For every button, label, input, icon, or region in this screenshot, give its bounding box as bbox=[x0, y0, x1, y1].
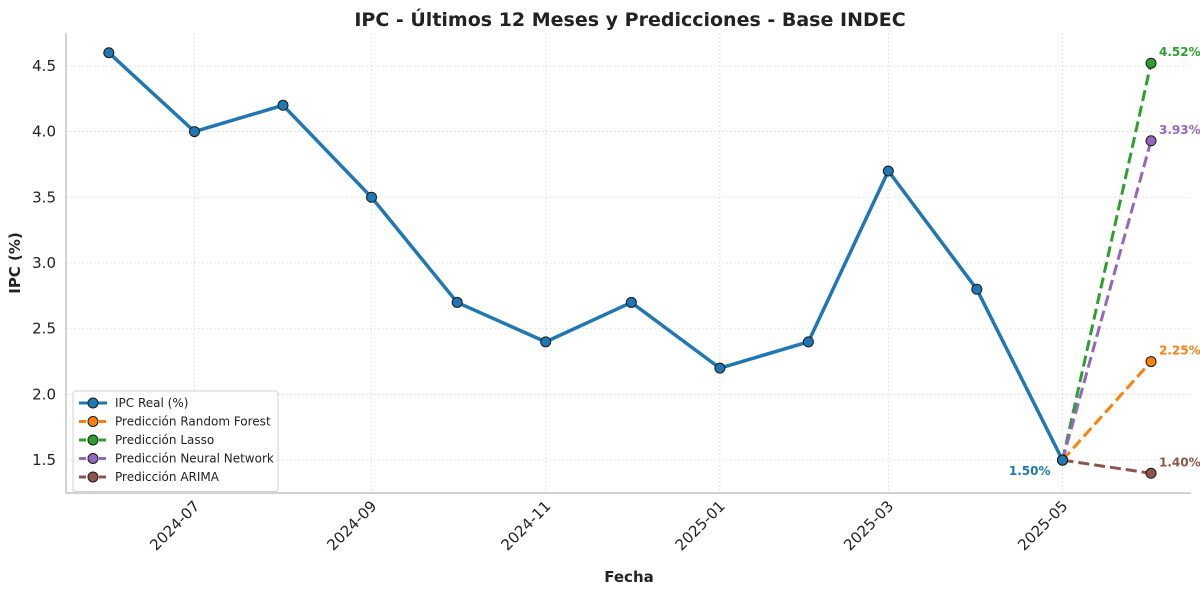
value-annotation: 2.25% bbox=[1159, 344, 1200, 358]
legend: IPC Real (%) Predicción Random Forest Pred… bbox=[72, 390, 279, 492]
legend-box bbox=[72, 390, 279, 492]
data-point bbox=[625, 296, 637, 308]
data-point bbox=[714, 362, 726, 374]
legend-marker bbox=[87, 397, 99, 409]
y-tick-label: 3.5 bbox=[32, 188, 56, 206]
data-point bbox=[1145, 356, 1157, 368]
x-axis-label: Fecha bbox=[604, 568, 654, 586]
y-tick-label: 1.5 bbox=[32, 451, 56, 469]
data-point bbox=[540, 336, 552, 348]
y-axis-label: IPC (%) bbox=[6, 232, 24, 294]
legend-entry-label: Predicción Lasso bbox=[115, 433, 214, 447]
axes-spines bbox=[65, 33, 1191, 494]
data-point bbox=[802, 336, 814, 348]
y-tick-label: 2.5 bbox=[32, 320, 56, 338]
value-annotation: 3.93% bbox=[1159, 123, 1200, 137]
y-tick-label: 4.5 bbox=[32, 57, 56, 75]
x-tick-label: 2025-01 bbox=[672, 497, 729, 554]
data-point bbox=[1145, 467, 1157, 479]
legend-marker bbox=[87, 434, 99, 446]
x-tick-label: 2024-11 bbox=[497, 497, 554, 554]
legend-entry-label: Predicción Random Forest bbox=[115, 415, 271, 429]
annotations: 1.50% 4.52% 3.93% 2.25% 1.40% bbox=[1009, 45, 1200, 478]
legend-marker bbox=[87, 416, 99, 427]
value-annotation: 4.52% bbox=[1159, 45, 1200, 59]
series-line bbox=[1062, 458, 1152, 475]
data-point bbox=[366, 191, 378, 203]
data-point bbox=[451, 296, 463, 308]
series-line bbox=[107, 50, 1065, 462]
data-point bbox=[882, 165, 894, 177]
x-tick-label: 2025-05 bbox=[1014, 497, 1071, 554]
data-point bbox=[971, 283, 983, 295]
x-tick-label: 2024-07 bbox=[146, 497, 203, 554]
legend-marker bbox=[87, 453, 99, 464]
series-group bbox=[103, 47, 1157, 479]
data-point bbox=[1145, 57, 1157, 69]
chart-title: IPC - Últimos 12 Meses y Predicciones - … bbox=[354, 7, 905, 31]
x-axis-ticks: 2024-07 2024-09 2024-11 2025-01 2025-03 2025-… bbox=[146, 497, 1071, 554]
legend-marker bbox=[87, 471, 99, 483]
y-tick-label: 2.0 bbox=[32, 385, 56, 403]
data-point bbox=[277, 99, 289, 111]
value-annotation: 1.40% bbox=[1159, 455, 1200, 469]
y-axis-ticks: 1.5 2.0 2.5 3.0 3.5 4.0 4.5 bbox=[32, 57, 56, 469]
series-line bbox=[1061, 62, 1153, 461]
y-tick-label: 4.0 bbox=[32, 123, 56, 141]
series-line bbox=[1061, 360, 1153, 462]
legend-entry-label: Predicción ARIMA bbox=[115, 470, 220, 484]
data-point bbox=[103, 47, 115, 59]
legend-entry-label: Predicción Neural Network bbox=[115, 452, 274, 466]
value-annotation: 1.50% bbox=[1009, 464, 1051, 478]
data-point bbox=[188, 126, 200, 138]
y-tick-label: 3.0 bbox=[32, 254, 56, 272]
x-tick-label: 2025-03 bbox=[840, 497, 897, 554]
x-tick-label: 2024-09 bbox=[323, 497, 380, 554]
series-line bbox=[1061, 140, 1153, 461]
data-point bbox=[1145, 135, 1157, 147]
data-point bbox=[1057, 454, 1069, 466]
legend-entry-label: IPC Real (%) bbox=[115, 396, 188, 410]
grid bbox=[66, 33, 1191, 493]
